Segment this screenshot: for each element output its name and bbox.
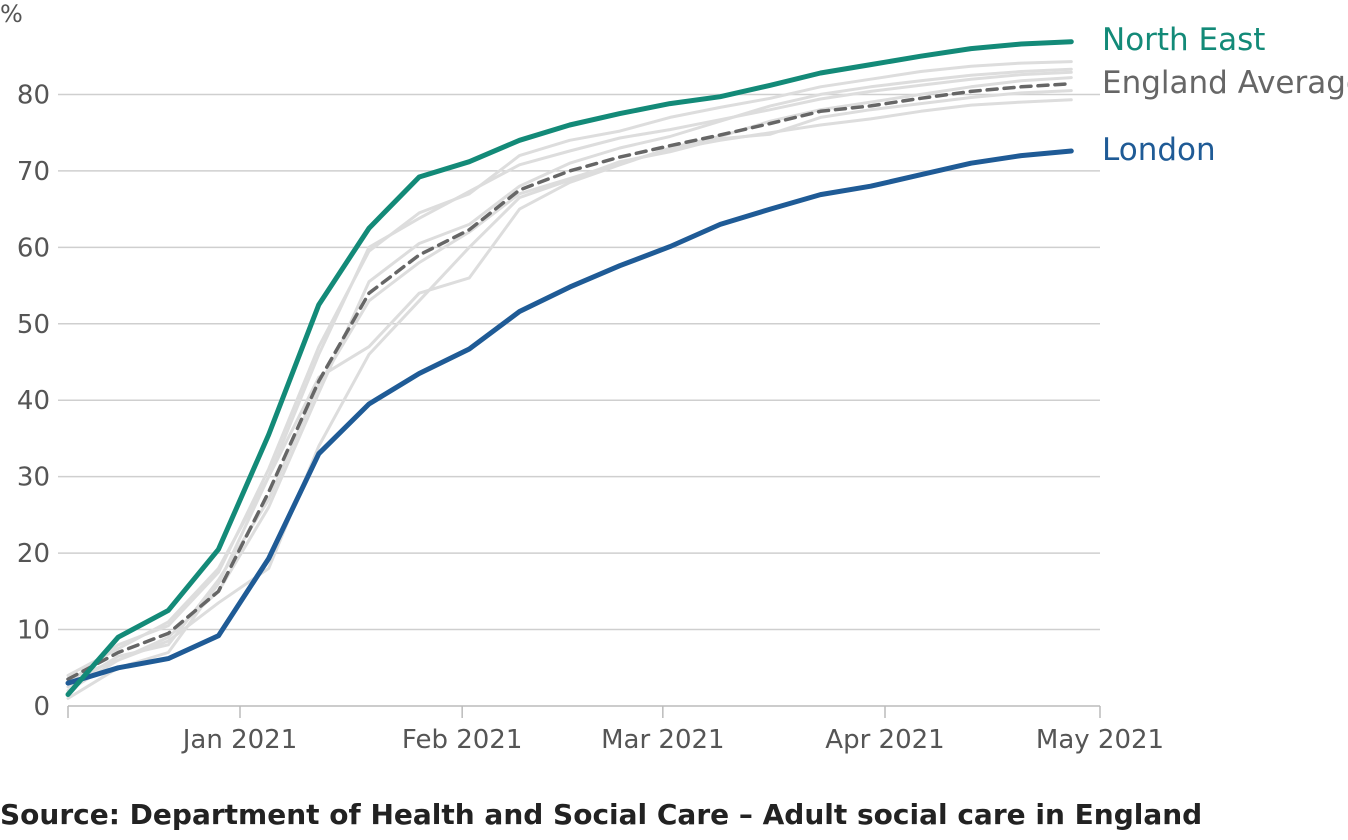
y-tick-label-70: 70 <box>17 157 50 187</box>
y-tick-label-30: 30 <box>17 463 50 493</box>
x-axis: Jan 2021 Feb 2021 Mar 2021 Apr 2021 May 2021 <box>67 705 1164 755</box>
series-labels: North East England Average London <box>1102 22 1348 168</box>
series-label-london: London <box>1102 132 1216 168</box>
series-line-north-east <box>65 39 1074 697</box>
y-tick-label-80: 80 <box>17 80 50 110</box>
series-line-england-average <box>66 81 1074 681</box>
x-tick-label-2021-01-01: Jan 2021 <box>181 725 298 755</box>
x-tick-label-2021-03-01: Mar 2021 <box>601 725 725 755</box>
x-tick-label-2021-04-01: Apr 2021 <box>825 725 944 755</box>
series-line-london <box>65 148 1074 686</box>
y-tick-label-10: 10 <box>17 616 50 646</box>
y-tick-labels: 0 10 20 30 40 50 60 70 80 <box>17 80 50 722</box>
highlighted-series-lines <box>65 39 1074 697</box>
region-context-lines <box>66 60 1073 700</box>
y-tick-label-60: 60 <box>17 233 50 263</box>
series-label-north-east: North East <box>1102 22 1265 58</box>
region-line-6 <box>66 70 1073 677</box>
y-axis-unit-label: % <box>0 0 23 28</box>
y-tick-label-50: 50 <box>17 310 50 340</box>
x-tick-label-2021-02-01: Feb 2021 <box>402 725 522 755</box>
y-tick-label-40: 40 <box>17 386 50 416</box>
series-label-england-average: England Average <box>1102 65 1348 101</box>
region-line-3 <box>66 76 1073 700</box>
x-tick-label-2021-05-01: May 2021 <box>1036 725 1164 755</box>
region-line-7 <box>66 67 1073 693</box>
region-line-8 <box>66 89 1073 681</box>
line-chart: % 0 10 20 30 40 50 60 70 80 Jan 2021 Feb 2021 Mar … <box>0 0 1348 755</box>
region-line-4 <box>66 98 1073 689</box>
y-tick-label-20: 20 <box>17 539 50 569</box>
source-note: Source: Department of Health and Social … <box>0 798 1203 831</box>
y-tick-label-0: 0 <box>33 692 50 722</box>
